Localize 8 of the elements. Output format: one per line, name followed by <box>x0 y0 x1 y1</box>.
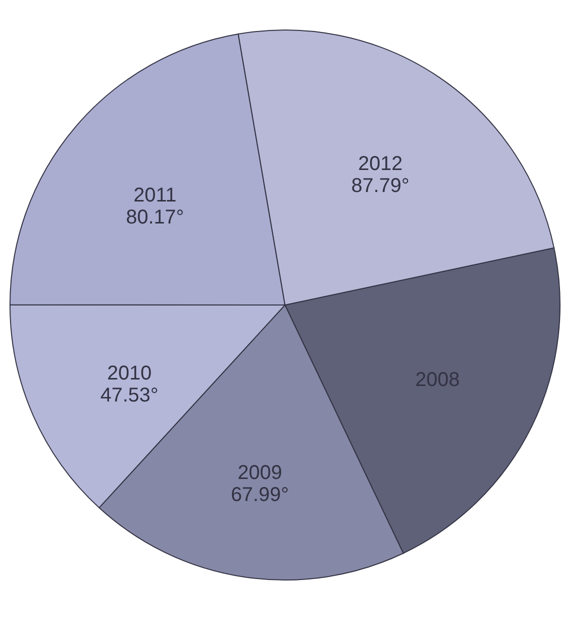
slice-label: 2011 <box>134 184 177 206</box>
data-label: 47.53° <box>100 384 158 406</box>
data-label: 67.99° <box>230 484 289 506</box>
slice-label: 2010 <box>107 362 152 384</box>
data-label: 80.17° <box>126 206 184 228</box>
slice-label: 2009 <box>238 462 282 484</box>
slice-label: 2012 <box>358 153 403 176</box>
data-label: 87.79° <box>351 175 410 198</box>
